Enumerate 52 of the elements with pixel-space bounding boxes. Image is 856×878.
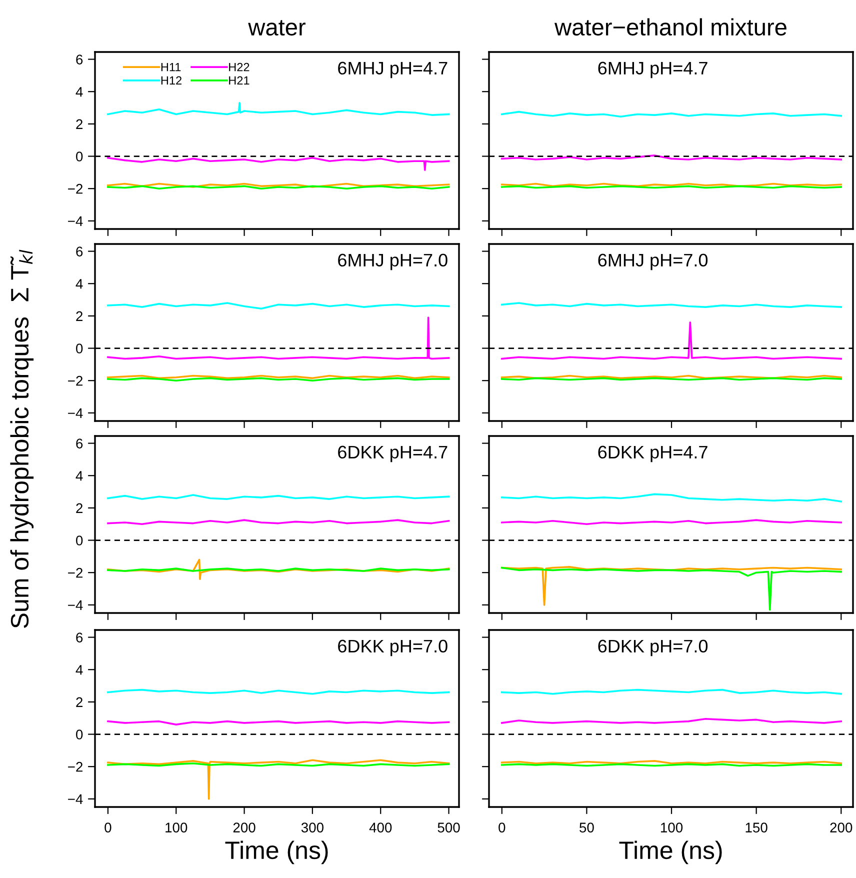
annotation: 6MHJ pH=4.7 <box>338 62 448 78</box>
annotation: 6DKK pH=4.7 <box>598 446 708 462</box>
x-tick-label: 0 <box>498 822 506 832</box>
annotation: 6MHJ pH=7.0 <box>338 254 448 270</box>
legend-label: H11 <box>161 63 181 72</box>
y-tick-label: 6 <box>76 246 83 256</box>
y-tick-label: 4 <box>76 471 83 481</box>
y-tick-label: 0 <box>76 344 83 354</box>
y-tick-label: −2 <box>68 762 82 772</box>
x-tick-label: 500 <box>438 822 460 832</box>
y-tick-label: −2 <box>68 376 82 386</box>
legend-label: H21 <box>229 76 250 85</box>
x-axis-title: Time (ns) <box>225 840 328 864</box>
y-tick-label: −4 <box>68 408 83 418</box>
x-axis-title: Time (ns) <box>619 840 722 864</box>
y-tick-label: 0 <box>76 536 83 546</box>
y-axis-title: Sum of hydrophobic torques Σ T̃$_{kl}$ <box>10 250 34 628</box>
y-tick-label: 6 <box>76 632 83 642</box>
x-tick-label: 200 <box>233 822 256 832</box>
y-tick-label: −4 <box>68 794 83 804</box>
y-tick-label: −4 <box>68 216 83 226</box>
legend-label: H22 <box>229 62 250 72</box>
x-tick-label: 100 <box>166 822 188 832</box>
y-tick-label: 0 <box>76 152 83 162</box>
x-tick-label: 400 <box>369 822 392 832</box>
x-tick-label: 50 <box>580 822 594 832</box>
y-tick-label: 6 <box>76 54 83 64</box>
annotation: 6DKK pH=4.7 <box>338 446 448 462</box>
y-tick-label: 6 <box>76 438 83 448</box>
y-tick-label: −4 <box>68 600 83 610</box>
x-tick-label: 150 <box>746 822 768 832</box>
annotation: 6DKK pH=7.0 <box>338 640 448 656</box>
x-tick-label: 0 <box>104 822 112 832</box>
y-tick-label: 2 <box>76 119 82 129</box>
y-tick-label: 4 <box>76 665 83 675</box>
legend-label: H12 <box>161 76 182 85</box>
x-tick-label: 300 <box>301 822 324 832</box>
y-tick-label: 4 <box>76 279 83 289</box>
annotation: 6MHJ pH=7.0 <box>598 254 708 270</box>
annotation: 6DKK pH=7.0 <box>598 640 708 656</box>
y-tick-label: 2 <box>76 697 82 707</box>
y-tick-label: −2 <box>68 568 82 578</box>
y-tick-label: 4 <box>76 87 83 97</box>
y-tick-label: 0 <box>76 730 83 740</box>
y-tick-label: 2 <box>76 311 82 321</box>
chart-title: water−ethanol mixture <box>554 18 786 36</box>
y-tick-label: 2 <box>76 503 82 513</box>
chart-title: water <box>248 20 306 36</box>
x-tick-label: 200 <box>830 822 852 832</box>
x-tick-label: 100 <box>660 822 683 832</box>
y-tick-label: −2 <box>68 184 82 194</box>
annotation: 6MHJ pH=4.7 <box>598 62 708 78</box>
